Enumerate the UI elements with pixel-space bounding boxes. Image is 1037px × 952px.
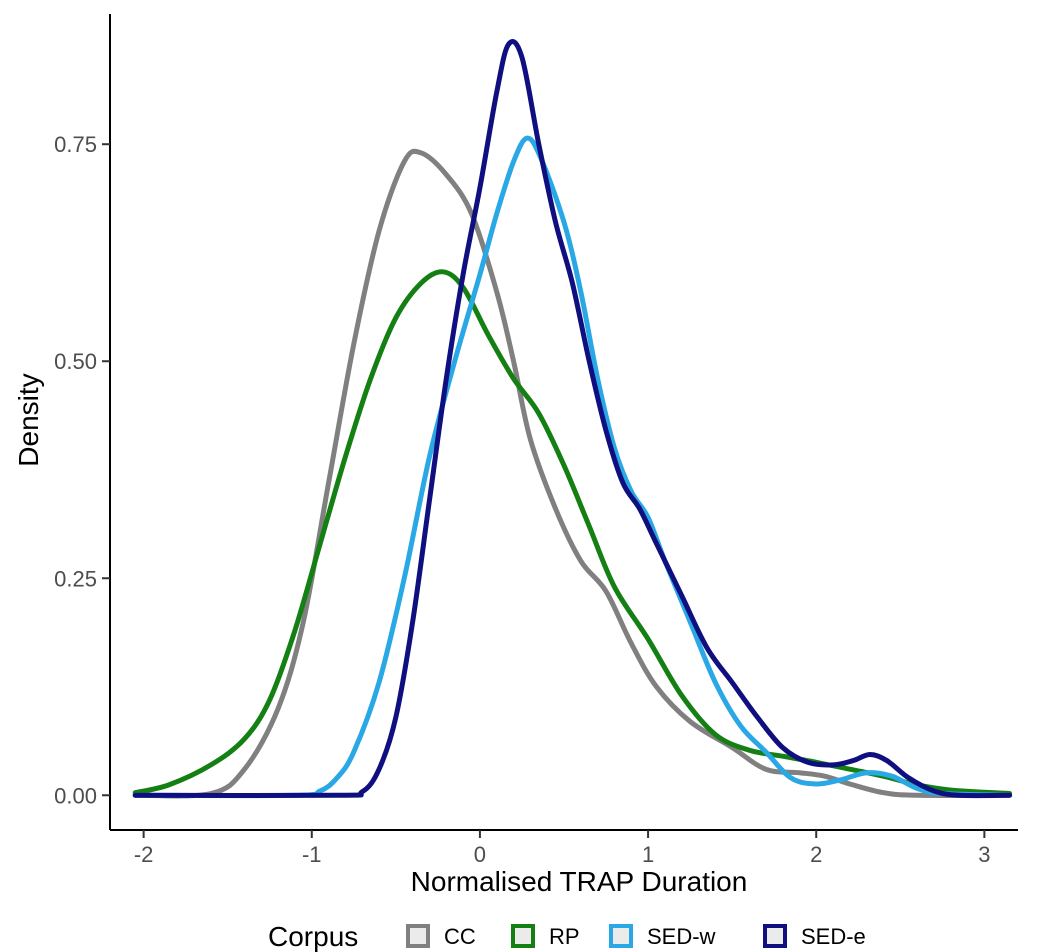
x-tick-label: -2 [134, 842, 154, 867]
x-tick-label: 0 [474, 842, 486, 867]
y-tick-label: 0.75 [54, 132, 97, 157]
legend-label-rp: RP [549, 924, 580, 949]
y-tick-label: 0.50 [54, 349, 97, 374]
legend-swatch-sed-w [609, 924, 633, 948]
legend-swatch-rp [511, 924, 535, 948]
legend-label-sed-e: SED-e [801, 924, 866, 949]
legend-label-sed-w: SED-w [647, 924, 716, 949]
y-axis-title: Density [13, 373, 44, 466]
x-axis-title: Normalised TRAP Duration [411, 866, 748, 897]
legend-swatch-sed-e [763, 924, 787, 948]
y-tick-label: 0.25 [54, 566, 97, 591]
y-tick-label: 0.00 [54, 783, 97, 808]
x-tick-label: 2 [810, 842, 822, 867]
series-line-rp [132, 269, 1013, 797]
legend: Corpus CC RP SED-w SED-e [268, 921, 866, 952]
plot-lines [132, 39, 1013, 799]
x-tick-label: -1 [302, 842, 322, 867]
series-line-sed-e [132, 39, 1013, 799]
legend-title: Corpus [268, 921, 358, 952]
axes: -2 -1 0 1 2 3 0.00 0.25 0.50 0.75 [54, 14, 1018, 867]
legend-swatch-cc [406, 924, 430, 948]
series-line-sed-w [132, 135, 1013, 799]
x-tick-label: 3 [978, 842, 990, 867]
legend-label-cc: CC [444, 924, 476, 949]
x-tick-label: 1 [642, 842, 654, 867]
